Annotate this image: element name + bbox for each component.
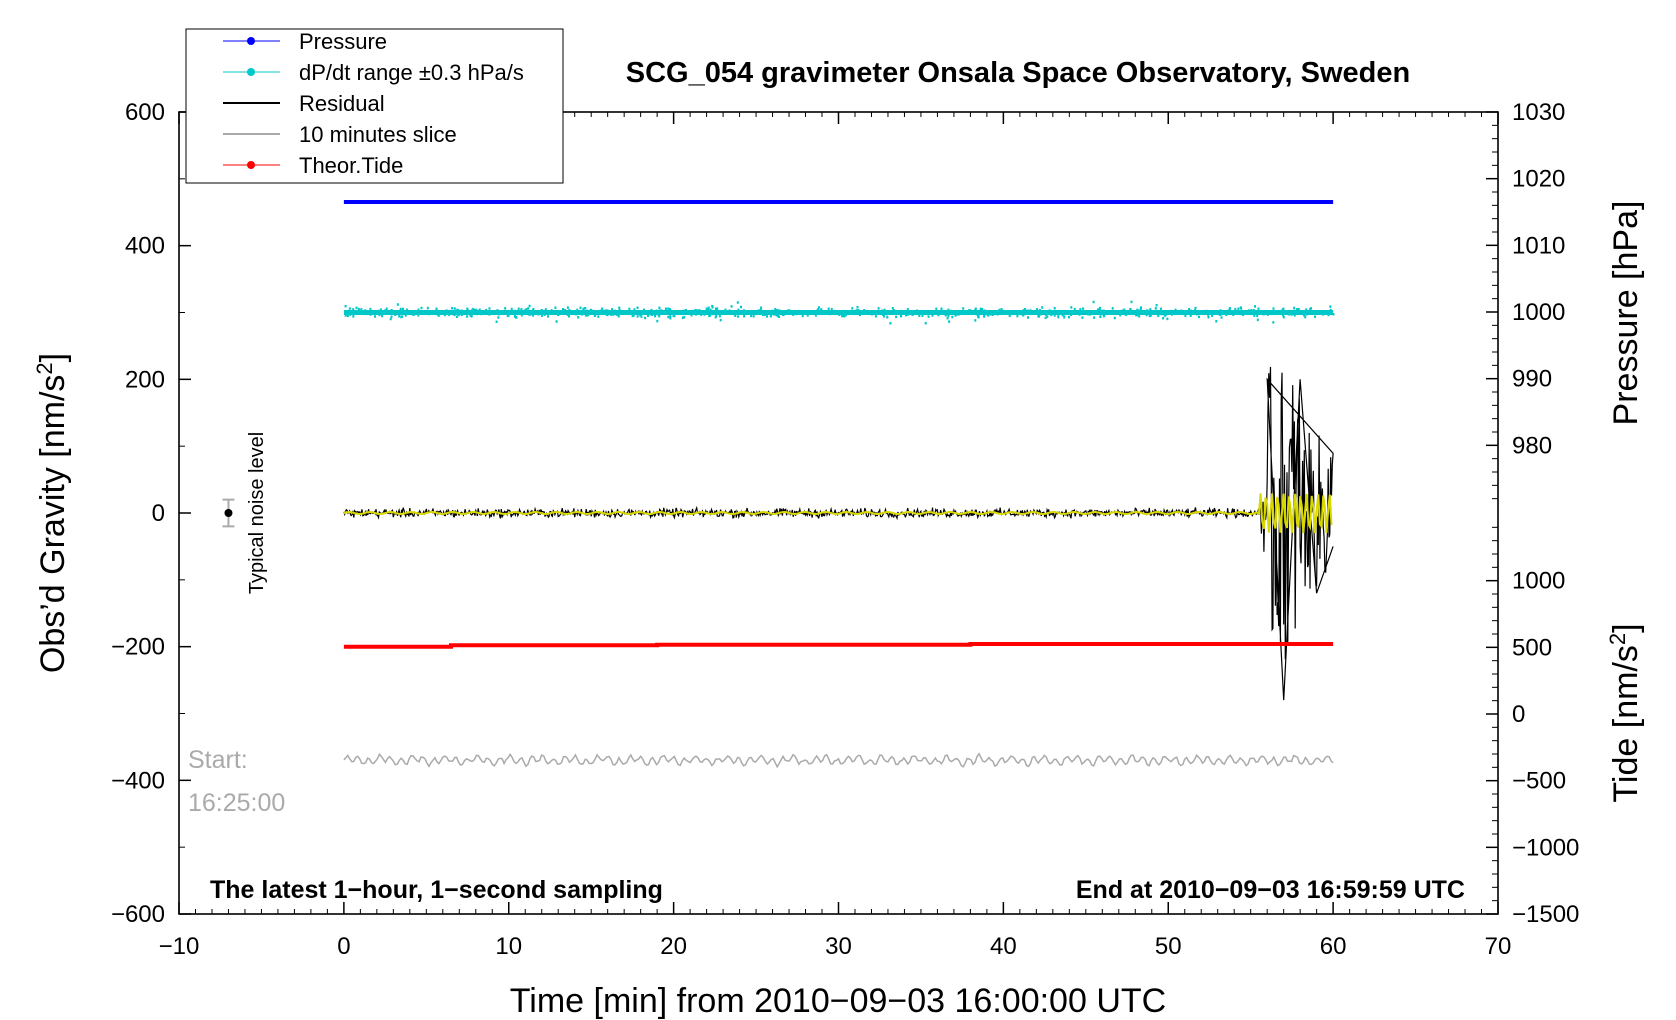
x-tick-label: 0 [337,933,350,960]
pressure-tick-label: 1010 [1512,232,1565,259]
note-sampling: The latest 1−hour, 1−second sampling [210,876,663,904]
noise-point [224,509,233,517]
tide-tick-label: 1000 [1512,568,1565,595]
tide-tick-label: −1000 [1512,834,1579,861]
y-tick-label: −400 [111,767,165,794]
legend-label: 10 minutes slice [299,122,457,147]
series-slice [343,752,1334,769]
legend-marker [247,68,255,76]
x-tick-label: −10 [159,933,200,960]
pressure-tick-label: 990 [1512,366,1552,393]
y-tick-label: −600 [111,901,165,928]
series-tide [343,642,1334,649]
series-residual [343,366,1334,701]
legend-box [185,28,564,184]
pressure-tick-label: 980 [1512,432,1552,459]
y-axis-title-tide: Tide [nm/s2] [1605,623,1645,802]
tide-tick-label: 500 [1512,634,1552,661]
pressure-tick-label: 1030 [1512,99,1565,126]
y-tick-label: 600 [125,99,165,126]
pressure-tick-label: 1020 [1512,166,1565,193]
tide-tick-label: −1500 [1512,901,1579,928]
note-end-time: End at 2010−09−03 16:59:59 UTC [1076,876,1465,904]
series-residual-filtered [343,493,1333,534]
legend-label: Pressure [299,29,387,54]
legend-label: dP/dt range ±0.3 hPa/s [299,60,524,85]
x-tick-label: 50 [1155,933,1182,960]
start-time: 16:25:00 [188,789,285,817]
legend: Pressure dP/dt range ±0.3 hPa/s Residual 10… [185,28,564,184]
y-tick-label: 200 [125,366,165,393]
chart-title: SCG_054 gravimeter Onsala Space Observat… [626,57,1410,89]
x-tick-label: 70 [1485,933,1512,960]
x-tick-label: 20 [660,933,687,960]
legend-marker [247,161,255,169]
y-axis-title-pressure: Pressure [hPa] [1607,201,1645,426]
y-axis-title-left: Obs’d Gravity [nm/s2] [32,353,72,673]
x-tick-label: 10 [495,933,522,960]
series-dpdt-points [344,300,1335,325]
y-tick-label: 400 [125,233,165,260]
x-tick-label: 60 [1320,933,1347,960]
tide-tick-label: 0 [1512,701,1525,728]
start-label: Start: [188,746,248,774]
pressure-tick-label: 1000 [1512,299,1565,326]
legend-marker [247,37,255,45]
x-axis-title: Time [min] from 2010−09−03 16:00:00 UTC [510,982,1166,1020]
y-tick-label: 0 [152,500,165,527]
legend-label: Theor.Tide [299,153,403,178]
x-tick-label: 40 [990,933,1017,960]
y-tick-label: −200 [111,634,165,661]
x-tick-label: 30 [825,933,852,960]
legend-label: Residual [299,91,385,116]
tide-tick-label: −500 [1512,768,1566,795]
noise-level-label: Typical noise level [246,432,268,594]
